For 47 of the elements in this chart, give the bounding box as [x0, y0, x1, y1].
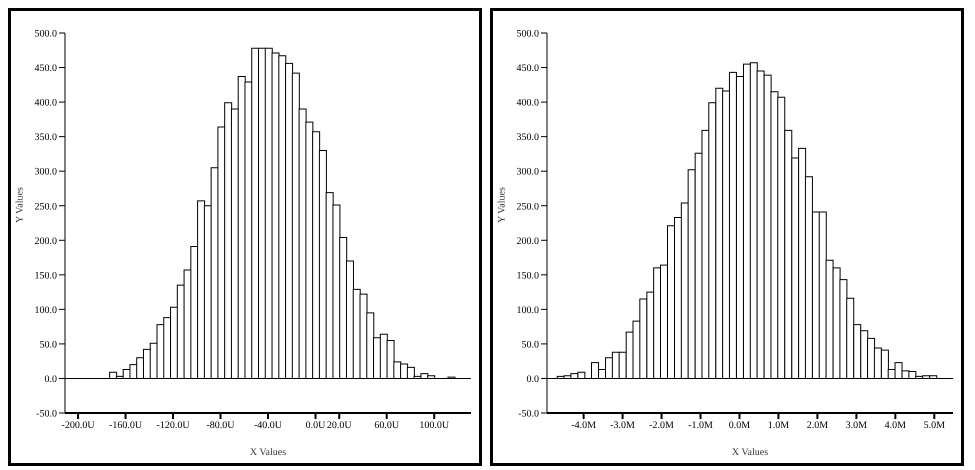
y-tick-label: 400.0 — [34, 98, 57, 109]
y-tick-label: 50.0 — [40, 339, 57, 350]
y-axis-title: Y Values — [496, 187, 508, 223]
x-tick-label: 0.0U — [306, 420, 326, 432]
y-tick-label: 350.0 — [34, 132, 57, 144]
x-tick-label: -3.0M — [610, 420, 636, 432]
y-tick-label: 150.0 — [34, 270, 57, 282]
x-tick-label: 5.0M — [924, 420, 946, 432]
x-tick-label: 60.0U — [374, 420, 400, 432]
y-tick-label: 50.0 — [522, 339, 539, 350]
x-tick-label: -4.0M — [571, 420, 596, 432]
x-tick-label: 4.0M — [884, 420, 906, 432]
y-tick-label: 450.0 — [34, 63, 57, 74]
y-tick-label: -50.0 — [36, 408, 57, 420]
y-tick-label: -50.0 — [518, 408, 539, 420]
y-tick-label: 250.0 — [516, 201, 539, 212]
y-tick-label: 300.0 — [516, 166, 539, 178]
y-tick-label: 500.0 — [34, 28, 57, 40]
x-tick-label: 0.0M — [728, 420, 750, 432]
y-tick-label: 150.0 — [516, 270, 539, 282]
x-tick-label: 20.0U — [326, 420, 352, 432]
y-tick-label: 350.0 — [516, 132, 539, 144]
y-axis-title: Y Values — [14, 187, 26, 223]
y-tick-label: 500.0 — [516, 28, 539, 40]
x-tick-label: -160.0U — [109, 420, 143, 432]
x-tick-label: -120.0U — [156, 420, 190, 432]
x-tick-label: 100.0U — [419, 420, 450, 432]
y-tick-label: 100.0 — [34, 304, 57, 316]
y-tick-label: 200.0 — [516, 236, 539, 247]
x-tick-label: -1.0M — [688, 420, 713, 432]
y-tick-label: 0.0 — [44, 374, 57, 386]
y-tick-label: 200.0 — [34, 236, 57, 247]
y-tick-label: 300.0 — [34, 166, 57, 178]
y-tick-label: 400.0 — [516, 98, 539, 109]
x-tick-label: -40.0U — [254, 420, 283, 432]
x-tick-label: -200.0U — [62, 420, 96, 432]
x-tick-label: 2.0M — [806, 420, 828, 432]
x-tick-label: 1.0M — [768, 420, 790, 432]
y-tick-label: 450.0 — [516, 63, 539, 74]
y-tick-label: 0.0 — [526, 374, 539, 386]
x-tick-label: -80.0U — [206, 420, 236, 432]
y-tick-label: 100.0 — [516, 304, 539, 316]
y-tick-label: 250.0 — [34, 201, 57, 212]
x-tick-label: -2.0M — [649, 420, 674, 432]
x-axis-title: X Values — [250, 447, 286, 458]
x-tick-label: 3.0M — [846, 420, 868, 432]
x-axis-title: X Values — [732, 447, 768, 458]
